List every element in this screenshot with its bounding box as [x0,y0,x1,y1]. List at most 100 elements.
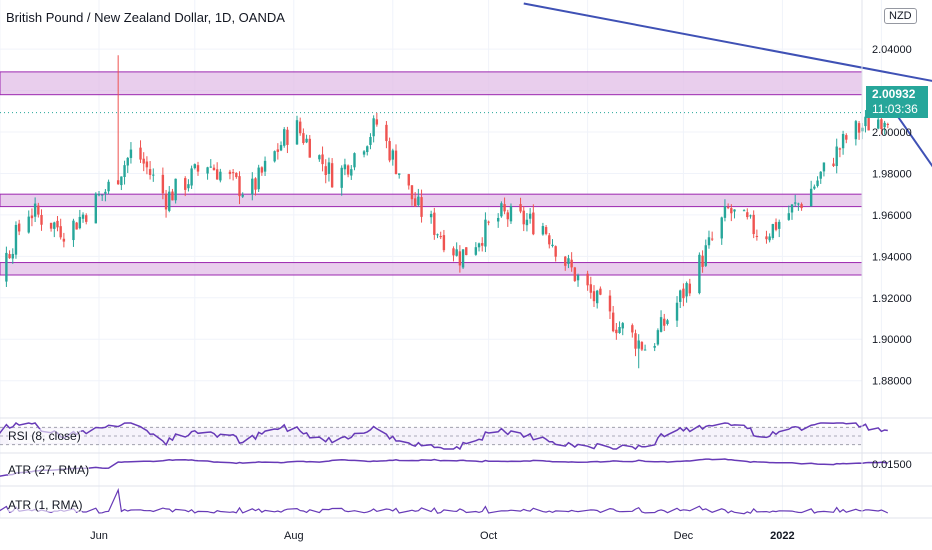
trendline [523,2,932,82]
candle-body [675,302,679,321]
candle-body [116,180,120,185]
candle-body [168,191,171,211]
y-tick-label: 1.92000 [872,293,912,305]
candle-body [698,254,701,294]
candle-body [576,275,580,281]
candle-body [59,226,62,238]
candle-body [621,323,624,329]
candle-body [554,246,557,257]
candle-body [366,146,369,153]
candle-body [273,151,276,162]
candle-body [17,223,21,232]
candle-body [503,204,506,212]
candle-body [615,329,618,334]
candle-body [11,253,14,259]
rsi-label[interactable]: RSI (8, close) [8,429,81,443]
candle-body [742,210,746,212]
forecast-arrow [893,110,932,168]
candle-body [484,219,487,247]
candle-body [193,164,197,169]
candle-body [867,116,870,131]
x-tick-label: Aug [284,530,304,542]
candle-body [305,138,308,143]
candle-body [350,169,353,176]
candle-body [813,186,816,189]
candle-body [841,133,845,149]
candle-body [209,166,212,168]
candle-body [420,197,423,217]
candle-body [385,124,388,142]
candle-body [765,236,768,240]
candle-body [14,224,18,255]
candle-body [710,238,714,240]
candle-body [544,227,548,234]
candle-body [816,180,819,186]
candle-body [790,204,794,213]
candle-body [701,255,704,267]
candle-body [525,219,529,226]
candle-body [506,212,509,220]
candle-body [570,259,573,268]
candle-body [793,202,797,204]
candle-body [864,116,867,127]
candle-body [455,249,458,256]
candle-body [564,256,567,266]
candle-body [519,204,522,212]
atr1-label[interactable]: ATR (1, RMA) [8,498,83,512]
candle-body [755,235,759,237]
candle-body [465,247,468,256]
candle-body [283,129,286,146]
candle-body [883,122,886,128]
rsi-line [0,422,888,451]
candle-body [548,235,551,245]
candle-body [104,191,107,194]
candle-body [302,133,305,144]
rsi-band [0,427,862,445]
last-price-tag: 2.00932 11:03:36 [866,86,928,118]
candle-body [196,165,200,172]
supply-demand-zone [0,193,863,208]
candle-body [749,215,752,217]
currency-badge[interactable]: NZD [884,8,917,24]
candle-body [730,208,733,214]
candle-body [474,247,478,255]
candle-body [235,172,238,178]
candle-body [353,153,356,168]
candle-body [161,174,165,194]
candle-body [433,212,436,235]
candle-body [139,147,142,160]
candle-body [78,216,82,229]
candle-body [126,157,129,166]
atr27-axis-value: 0.01500 [872,459,912,471]
candle-body [768,236,771,241]
candle-body [640,342,644,350]
candles [5,55,890,369]
candle-body [27,216,30,233]
candle-body [85,215,88,222]
candle-body [496,217,500,222]
candle-body [279,145,283,151]
candle-body [152,174,155,176]
candle-body [500,203,503,217]
candle-body [771,224,775,238]
last-price-value: 2.00932 [872,87,916,101]
candle-body [631,325,634,333]
candle-body [522,210,525,225]
candle-body [369,136,372,145]
candle-body [589,284,593,293]
candle-body [107,181,110,192]
candle-body [407,174,410,186]
indicator-panes [0,422,889,515]
candle-body [94,193,98,224]
candle-body [481,243,484,246]
candle-body [75,222,78,230]
candle-body [295,120,299,145]
candle-body [263,160,267,172]
candle-body [346,165,350,175]
atr27-label[interactable]: ATR (27, RMA) [8,463,90,477]
candle-body [618,327,621,334]
candle-body [219,171,222,181]
candle-body [643,349,647,351]
